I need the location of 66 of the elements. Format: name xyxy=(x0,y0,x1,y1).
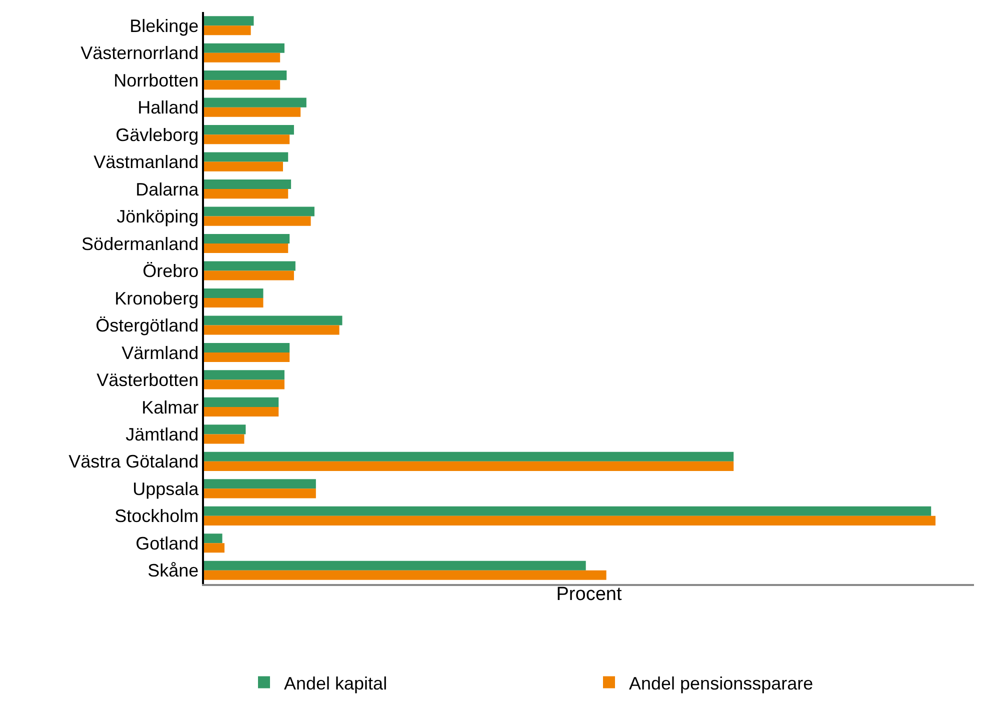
bar xyxy=(204,534,222,544)
bar xyxy=(204,316,342,326)
bar xyxy=(204,325,340,335)
y-tick-label: Jönköping xyxy=(116,206,199,227)
bar xyxy=(204,261,296,271)
bar xyxy=(204,107,301,117)
y-tick-label: Stockholm xyxy=(114,506,199,526)
bar xyxy=(204,270,294,280)
bar xyxy=(204,52,280,62)
bar xyxy=(204,516,936,526)
bar xyxy=(204,488,316,498)
y-tick-label: Blekinge xyxy=(130,16,199,36)
y-tick-label: Dalarna xyxy=(136,179,200,200)
y-tick-label: Kronoberg xyxy=(114,288,199,308)
bar xyxy=(204,134,290,144)
y-tick-label: Skåne xyxy=(148,560,199,581)
x-axis-title: Procent xyxy=(556,584,622,606)
y-tick-label: Kalmar xyxy=(142,397,199,418)
bar xyxy=(204,543,224,553)
bar xyxy=(204,234,290,244)
y-tick-label: Norrbotten xyxy=(114,70,199,90)
y-tick-label: Västernorrland xyxy=(80,43,199,64)
y-tick-label: Västerbotten xyxy=(96,370,199,390)
bar xyxy=(204,70,287,80)
bar xyxy=(204,406,279,416)
bar xyxy=(204,26,251,36)
bar xyxy=(204,244,288,254)
bar xyxy=(204,380,284,390)
y-tick-label: Västra Götaland xyxy=(68,452,199,472)
bar xyxy=(204,570,606,580)
y-tick-label: Jämtland xyxy=(126,424,199,444)
bar xyxy=(204,189,288,199)
y-tick-label: Södermanland xyxy=(82,234,199,254)
y-tick-label: Värmland xyxy=(122,342,199,363)
bar xyxy=(204,206,314,216)
bar xyxy=(204,152,288,162)
y-tick-label: Gävleborg xyxy=(116,124,199,145)
y-tick-label: Halland xyxy=(138,98,199,118)
y-tick-label: Örebro xyxy=(142,261,199,282)
legend-label: Andel kapital xyxy=(284,673,388,694)
bar xyxy=(204,298,264,308)
y-tick-label: Gotland xyxy=(136,533,199,554)
bar xyxy=(204,424,246,434)
bar xyxy=(204,16,254,26)
bar xyxy=(204,180,292,190)
y-tick-label: Uppsala xyxy=(132,478,200,499)
bar xyxy=(204,560,586,570)
bar xyxy=(204,479,316,489)
bar xyxy=(204,216,311,226)
bar xyxy=(204,43,284,53)
bar xyxy=(204,98,306,108)
legend-label: Andel pensionssparare xyxy=(629,673,814,694)
bar xyxy=(204,288,264,298)
bar xyxy=(204,506,932,516)
bar xyxy=(204,397,279,407)
y-tick-label: Västmanland xyxy=(94,152,199,172)
bar xyxy=(204,352,290,362)
bar xyxy=(204,125,294,135)
bar xyxy=(204,370,284,380)
bar xyxy=(204,342,290,352)
bar xyxy=(204,434,244,444)
bar xyxy=(204,461,734,471)
bar xyxy=(204,162,283,172)
bar xyxy=(204,80,280,90)
bar xyxy=(204,452,734,462)
y-tick-label: Östergötland xyxy=(96,316,199,336)
